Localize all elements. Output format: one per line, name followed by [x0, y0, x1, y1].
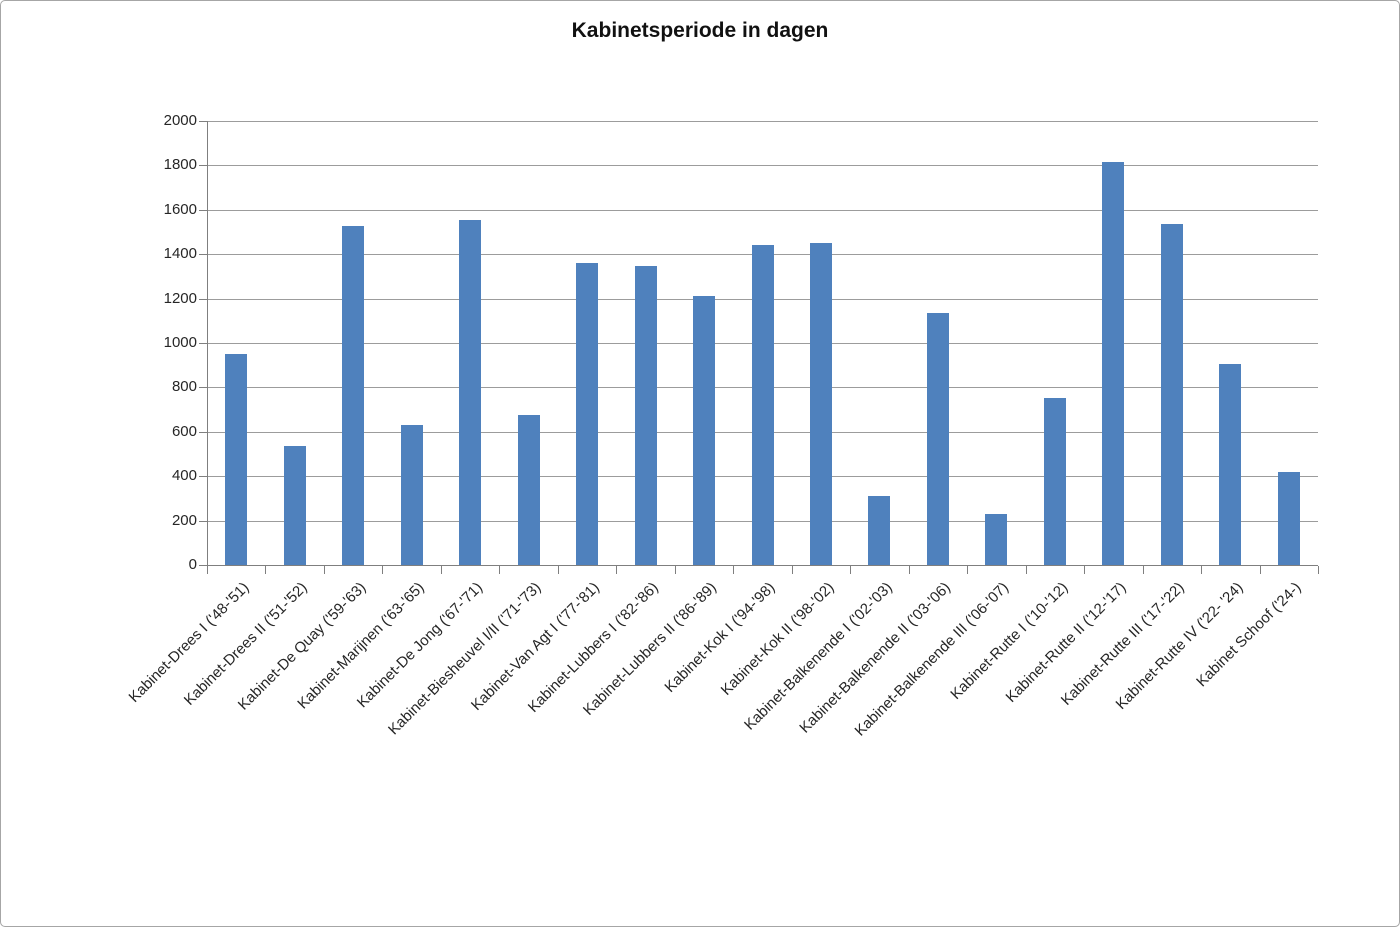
x-axis-tick — [733, 566, 735, 574]
bar — [985, 513, 1008, 565]
x-axis-tick — [499, 566, 501, 574]
x-axis-tick — [1142, 566, 1144, 574]
bar — [1219, 364, 1242, 565]
y-axis — [207, 121, 208, 566]
y-axis-tick — [199, 565, 207, 566]
bar — [517, 415, 540, 565]
x-axis-label: Kabinet-Kok II ('98-'02) — [717, 579, 838, 699]
gridline — [207, 121, 1318, 122]
bar — [1160, 223, 1183, 565]
y-axis-tick — [199, 209, 207, 211]
bar — [1043, 397, 1066, 565]
bar — [926, 312, 949, 565]
y-axis-tick — [199, 520, 207, 522]
bar — [751, 244, 774, 565]
x-axis-label: Kabinet-Kok I ('94-'98) — [661, 579, 779, 696]
y-axis-tick-label: 200 — [171, 511, 197, 529]
y-axis-tick-label: 800 — [171, 378, 197, 396]
x-axis-tick — [1318, 566, 1319, 574]
bar — [400, 425, 423, 565]
x-axis-tick — [1025, 566, 1027, 574]
gridline — [207, 209, 1318, 211]
x-axis-tick — [674, 566, 676, 574]
x-axis-tick — [908, 566, 910, 574]
bar — [459, 220, 482, 565]
chart-title: Kabinetsperiode in dagen — [571, 19, 829, 42]
bar — [809, 243, 832, 565]
x-axis-tick — [967, 566, 969, 574]
bar — [693, 295, 716, 565]
x-axis-tick — [850, 566, 852, 574]
x-axis-label: Kabinet Schoof ('24-) — [1193, 579, 1305, 691]
x-axis-tick — [265, 566, 267, 574]
bar — [1277, 471, 1300, 565]
bar — [283, 445, 306, 565]
y-axis-tick — [199, 254, 207, 256]
y-axis-tick-label: 2000 — [163, 112, 197, 129]
y-axis-tick — [199, 343, 207, 344]
y-axis-tick — [199, 387, 207, 389]
y-axis-tick-label: 1200 — [163, 289, 197, 307]
bar — [1102, 161, 1125, 565]
y-axis-tick — [199, 121, 207, 122]
bar — [634, 265, 657, 565]
bar — [868, 496, 891, 565]
bar — [576, 262, 599, 565]
x-axis-tick — [440, 566, 442, 574]
x-axis-tick — [1201, 566, 1203, 574]
y-axis-tick — [199, 165, 207, 167]
gridline — [207, 165, 1318, 167]
y-axis-tick — [199, 431, 207, 433]
y-axis-tick-label: 1400 — [163, 245, 197, 263]
y-axis-tick-label: 0 — [188, 556, 197, 573]
x-axis-tick — [616, 566, 618, 574]
y-axis-tick — [199, 476, 207, 478]
x-axis-tick — [207, 566, 208, 574]
y-axis-tick-label: 600 — [171, 422, 197, 440]
x-axis — [207, 565, 1318, 566]
y-axis-tick-label: 400 — [171, 467, 197, 485]
y-axis-tick-label: 1000 — [163, 334, 197, 351]
x-axis-tick — [1084, 566, 1086, 574]
x-axis-tick — [1259, 566, 1261, 574]
x-axis-label: Kabinet-Rutte I ('10-'12) — [946, 579, 1071, 703]
y-axis-tick — [199, 298, 207, 300]
x-axis-tick — [791, 566, 793, 574]
y-axis-tick-label: 1800 — [163, 156, 197, 174]
x-axis-tick — [557, 566, 559, 574]
x-axis-tick — [323, 566, 325, 574]
x-axis-tick — [382, 566, 384, 574]
bar — [225, 354, 248, 565]
y-axis-tick-label: 1600 — [163, 200, 197, 218]
bar — [342, 226, 365, 565]
